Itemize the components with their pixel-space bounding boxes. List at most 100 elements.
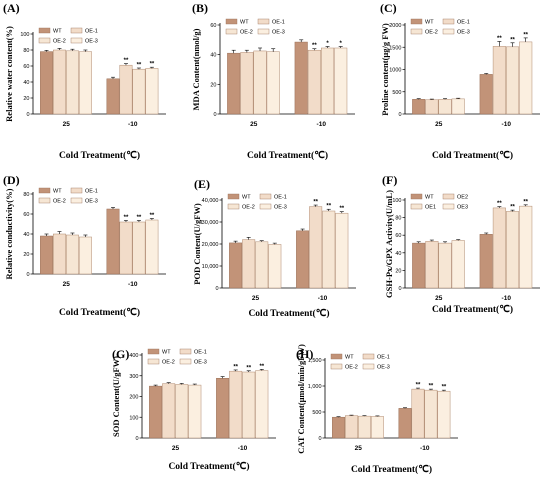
y-tick-label: 60 (23, 64, 29, 70)
significance-marker: ** (510, 205, 515, 211)
legend-swatch-oe-1 (179, 348, 192, 355)
significance-marker: ** (523, 32, 528, 38)
bar-oe-3-25 (188, 384, 202, 439)
significance-marker: ** (510, 37, 515, 43)
y-tick-label: 1000 (389, 68, 401, 74)
bar-wt--10 (296, 230, 310, 289)
y-tick-label: 100 (20, 32, 29, 38)
y-tick-label: 2000 (389, 23, 401, 29)
significance-marker: * (340, 41, 343, 47)
significance-marker: ** (150, 62, 155, 68)
legend-swatch-wt (147, 348, 160, 355)
bar-oe-2-25 (438, 99, 452, 115)
bar-wt-25 (229, 242, 243, 289)
y-axis-label: Proline content(μg/g FW) (380, 23, 390, 116)
bar-wt--10 (216, 377, 230, 439)
bar-oe-2-25 (358, 415, 371, 439)
significance-marker: ** (312, 43, 317, 49)
bar-oe2--10 (492, 207, 506, 289)
significance-marker: ** (442, 385, 447, 391)
chart-panel-1: (A) 0 20 40 60 80 100 Relative water content(%)… (3, 1, 166, 161)
y-tick-label: 500 (312, 410, 321, 416)
bar-oe-1--10 (119, 64, 133, 115)
y-axis-label: GSH-Px/GPX Activity(U/mL) (384, 190, 394, 298)
significance-marker: ** (233, 364, 238, 370)
bar-oe-3--10 (519, 41, 533, 115)
bar-oe-2-25 (66, 234, 79, 275)
legend-swatch-wt (38, 187, 51, 194)
bar-oe3-25 (451, 240, 465, 289)
bar-oe-3-25 (78, 51, 92, 115)
bar-wt-25 (40, 51, 53, 115)
bar-oe-1-25 (425, 99, 439, 115)
x-tick-label: -10 (128, 281, 138, 288)
y-tick-label: 20 (23, 252, 29, 258)
bar-oe-3--10 (255, 370, 269, 439)
y-tick-label: 100 (129, 415, 138, 421)
bar-oe1-25 (438, 242, 452, 289)
y-axis-label: Relative conductivity(%) (4, 188, 14, 279)
bar-wt--10 (294, 41, 308, 115)
panel-label: (D) (3, 173, 20, 187)
bar-oe-1-25 (240, 52, 254, 115)
y-tick-label: 0 (26, 272, 29, 278)
panel-label: (A) (3, 1, 20, 15)
panel-label: (F) (382, 173, 397, 187)
legend-label-wt: WT (53, 29, 62, 35)
bar-oe-3--10 (335, 212, 349, 289)
legend-swatch-oe-2 (38, 37, 51, 44)
y-tick-label: 80 (23, 48, 29, 54)
significance-marker: ** (429, 384, 434, 390)
x-tick-label: -10 (128, 121, 138, 128)
y-tick-label: 10,000 (202, 264, 219, 270)
legend-label-oe-1: OE-1 (194, 350, 207, 356)
significance-marker: * (326, 41, 329, 47)
x-tick-label: 25 (435, 295, 443, 302)
y-tick-label: 0 (26, 112, 29, 118)
legend-label-oe-2: OE-2 (162, 360, 175, 366)
legend-label-oe-1: OE-1 (272, 20, 285, 26)
legend-swatch-oe-2 (38, 197, 51, 204)
x-tick-label: 25 (63, 121, 71, 128)
bar-oe-1-25 (53, 49, 66, 115)
legend-label-wt: WT (162, 350, 171, 356)
bar-wt--10 (398, 408, 412, 439)
legend-label-wt: WT (53, 189, 62, 195)
bar-oe-2-25 (175, 384, 189, 439)
bar-oe-1--10 (229, 370, 243, 439)
legend-swatch-wt (227, 193, 240, 200)
significance-marker: ** (497, 36, 502, 42)
x-axis-label: Cold Treatment(℃) (432, 304, 513, 315)
y-tick-label: 300 (129, 374, 138, 380)
y-tick-label: 400 (129, 353, 138, 359)
bar-oe-1--10 (492, 46, 506, 115)
legend-label-oe-3: OE-3 (85, 39, 98, 45)
y-axis-label: POD Content(U/gFW) (192, 203, 202, 285)
legend-swatch-oe-3 (442, 28, 455, 35)
x-tick-label: -10 (318, 295, 328, 302)
x-tick-label: -10 (317, 121, 327, 128)
bar-wt--10 (479, 74, 493, 115)
legend-swatch-wt (410, 193, 423, 200)
y-tick-label: 80 (23, 192, 29, 198)
y-tick-label: 1500 (389, 45, 401, 51)
legend-swatch-oe-2 (330, 363, 343, 370)
panel-label: (B) (192, 1, 208, 15)
bar-wt-25 (149, 385, 163, 439)
legend-label-oe-2: OE-2 (53, 39, 66, 45)
legend-label-wt: WT (425, 20, 434, 26)
legend-swatch-oe-1 (70, 187, 83, 194)
x-tick-label: -10 (238, 445, 248, 452)
y-tick-label: 20,000 (202, 242, 219, 248)
bar-oe-2--10 (506, 46, 520, 115)
x-axis-label: Cold Treatment(℃) (59, 150, 140, 161)
significance-marker: ** (259, 364, 264, 370)
chart-panel-7: (G) 0 100 200 300 400 SOD Content(U/gFW) 25 ** **… (111, 347, 276, 472)
significance-marker: ** (150, 213, 155, 219)
x-tick-label: 25 (63, 281, 71, 288)
legend-label-oe-3: OE-3 (457, 30, 470, 36)
legend-label-oe3: OE3 (457, 205, 468, 211)
